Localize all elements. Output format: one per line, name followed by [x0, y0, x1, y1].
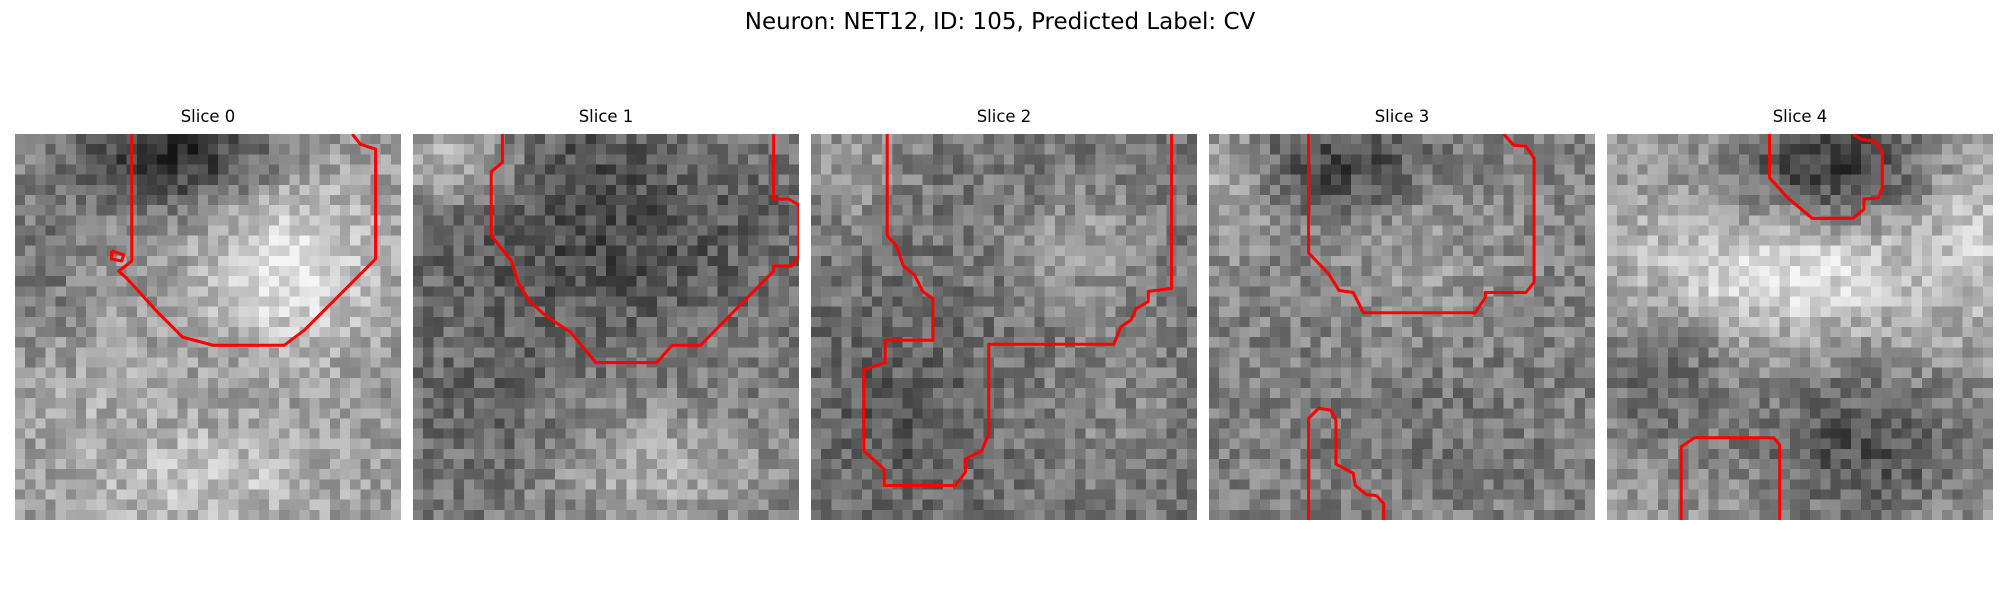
- segmentation-contour: [1307, 134, 1536, 315]
- segmentation-contour: [862, 134, 1174, 487]
- slice-image: [1209, 134, 1595, 520]
- slice-image-canvas: [15, 134, 401, 520]
- slice-image: [1607, 134, 1993, 520]
- slice-title: Slice 1: [578, 107, 634, 126]
- segmentation-contour: [1768, 134, 1884, 220]
- segmentation-contour: [1307, 406, 1386, 520]
- slice-image-canvas: [1607, 134, 1993, 520]
- segmentation-contour: [489, 134, 799, 365]
- slice-image-canvas: [811, 134, 1197, 520]
- figure-title: Neuron: NET12, ID: 105, Predicted Label:…: [744, 9, 1256, 35]
- slice-title: Slice 0: [180, 107, 236, 126]
- slice-image-canvas: [413, 134, 799, 520]
- slice-image: [811, 134, 1197, 520]
- slice-title: Slice 4: [1772, 107, 1828, 126]
- segmentation-contour: [117, 134, 378, 347]
- segmentation-contour: [109, 249, 126, 263]
- slice-image: [15, 134, 401, 520]
- slice-title: Slice 3: [1374, 107, 1430, 126]
- slice-image: [413, 134, 799, 520]
- segmentation-contour: [1679, 436, 1782, 520]
- slice-title: Slice 2: [976, 107, 1032, 126]
- slice-image-canvas: [1209, 134, 1595, 520]
